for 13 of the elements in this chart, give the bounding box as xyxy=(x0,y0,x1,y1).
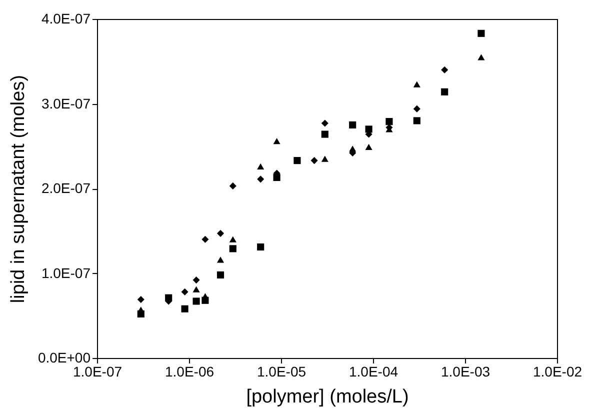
x-axis-title: [polymer] (moles/L) xyxy=(246,386,409,408)
x-tick-label: 1.0E-02 xyxy=(532,364,582,380)
x-tick-label: 1.0E-03 xyxy=(440,364,490,380)
y-tick-label: 3.0E-07 xyxy=(41,95,91,112)
x-tick-label: 1.0E-04 xyxy=(348,364,398,380)
y-tick-label: 2.0E-07 xyxy=(41,180,91,196)
y-tick-label: 0.0E+00 xyxy=(38,350,91,366)
y-axis-title: lipid in supernatant (moles) xyxy=(8,74,29,304)
x-tick-label: 1.0E-05 xyxy=(256,364,306,380)
x-tick-label: 1.0E-06 xyxy=(164,364,214,380)
y-tick-label: 4.0E-07 xyxy=(41,10,91,26)
y-tick-label: 1.0E-07 xyxy=(41,264,91,281)
x-tick-label: 1.0E-07 xyxy=(72,364,122,380)
